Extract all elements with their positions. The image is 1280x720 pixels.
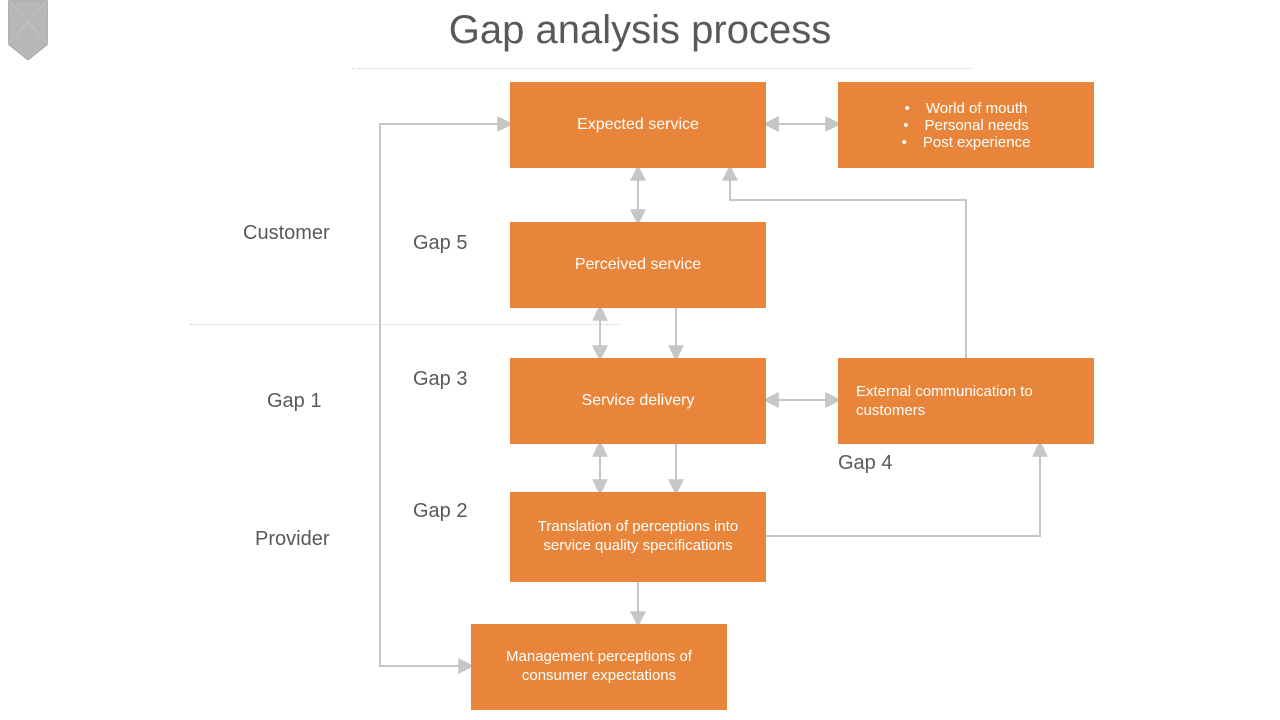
node-label: Translation of perceptions into service … — [520, 518, 756, 556]
label-gap5: Gap 5 — [413, 232, 467, 255]
node-expected-service: Expected service — [510, 82, 766, 168]
node-translation: Translation of perceptions into service … — [510, 492, 766, 582]
node-external-communication: External communication to customers — [838, 358, 1094, 444]
node-perceived-service: Perceived service — [510, 222, 766, 308]
node-label: Management perceptions of consumer expec… — [481, 648, 717, 686]
label-gap4: Gap 4 — [838, 452, 892, 475]
label-gap1: Gap 1 — [267, 390, 321, 413]
node-bullets: World of mouth Personal needs Post exper… — [838, 82, 1094, 168]
node-service-delivery: Service delivery — [510, 358, 766, 444]
node-label: External communication to customers — [856, 382, 1084, 421]
node-management-perceptions: Management perceptions of consumer expec… — [471, 624, 727, 710]
dotted-line-top — [352, 68, 972, 69]
bullet-item: World of mouth — [856, 100, 1076, 117]
node-label: Expected service — [577, 116, 699, 134]
label-provider: Provider — [255, 528, 329, 551]
node-label: Service delivery — [582, 392, 695, 410]
bullet-item: Personal needs — [856, 117, 1076, 134]
label-gap3: Gap 3 — [413, 368, 467, 391]
bullet-item: Post experience — [856, 134, 1076, 151]
label-customer: Customer — [243, 222, 330, 245]
label-gap2: Gap 2 — [413, 500, 467, 523]
page-title: Gap analysis process — [0, 8, 1280, 53]
dotted-line-middle — [190, 324, 620, 325]
node-label: Perceived service — [575, 256, 701, 274]
